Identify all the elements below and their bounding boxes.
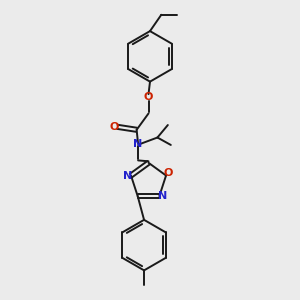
- Text: O: O: [110, 122, 119, 132]
- Text: N: N: [134, 139, 143, 149]
- Text: N: N: [123, 170, 133, 181]
- Text: N: N: [158, 191, 167, 201]
- Text: O: O: [144, 92, 153, 102]
- Text: O: O: [164, 168, 173, 178]
